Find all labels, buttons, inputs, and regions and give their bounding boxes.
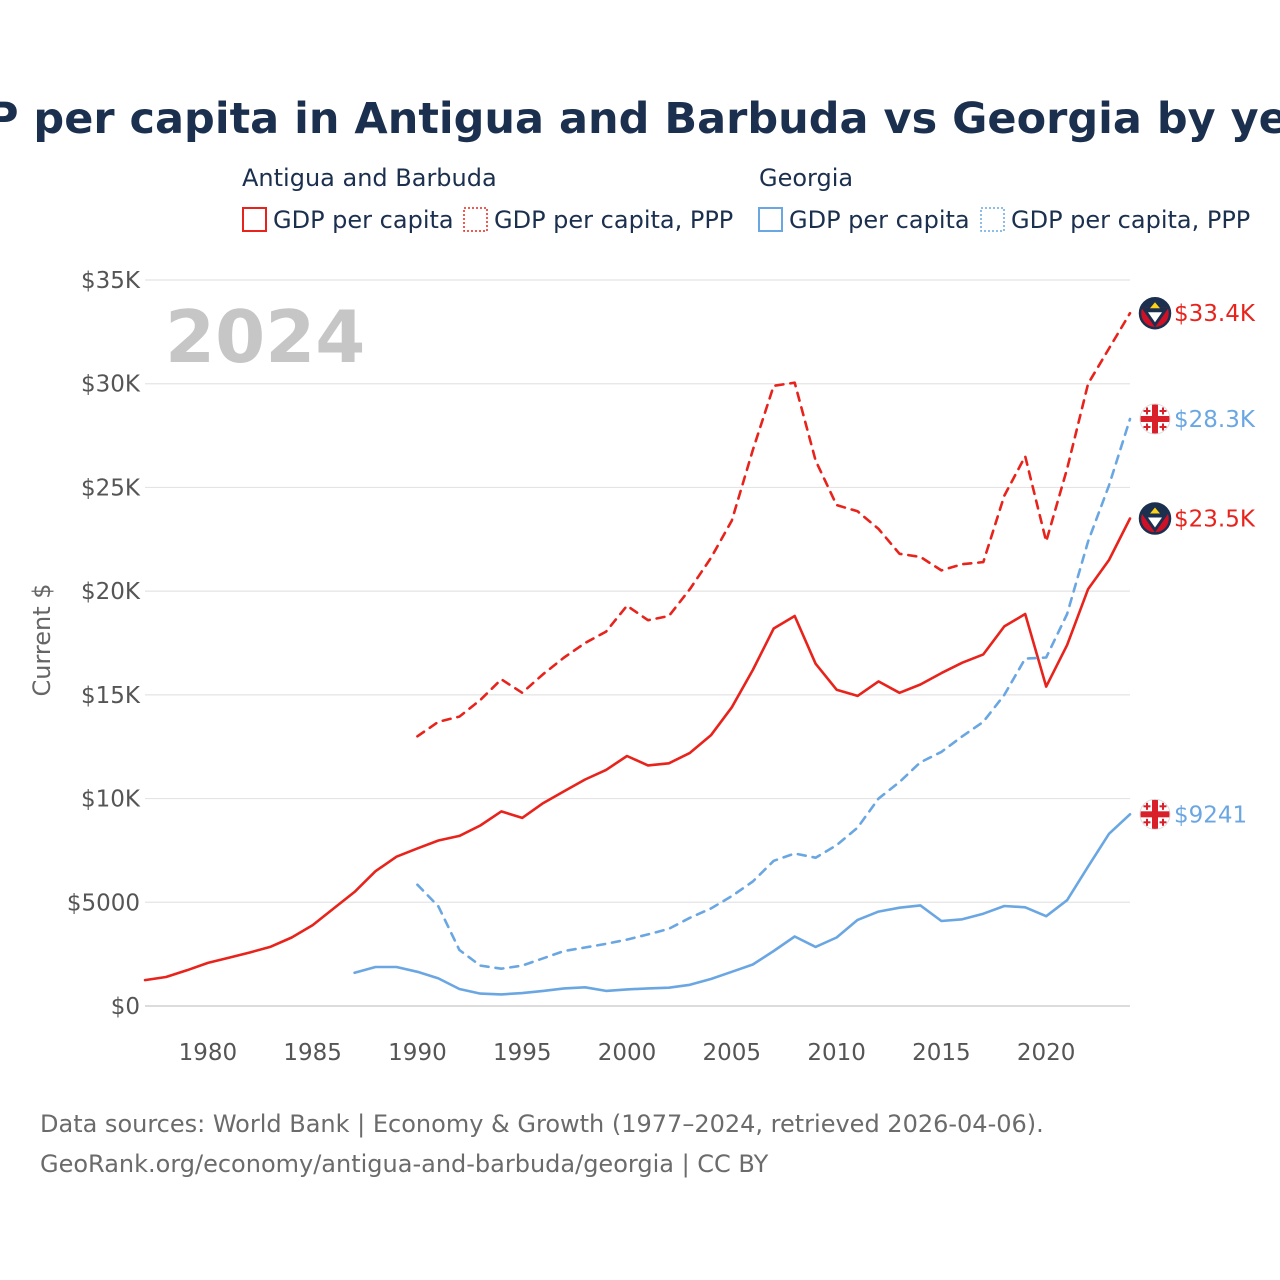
series-line-antigua-and-barbuda-gdp-per-capita bbox=[143, 517, 1132, 982]
x-tick-label: 2020 bbox=[1017, 1040, 1076, 1066]
legend-group-georgia-label: Georgia bbox=[759, 164, 853, 192]
y-tick-label: $20K bbox=[81, 579, 141, 605]
end-value-label: $33.4K bbox=[1174, 301, 1256, 327]
x-tick-label: 1980 bbox=[179, 1040, 238, 1066]
y-tick-label: $5000 bbox=[67, 890, 140, 916]
chart-title: GDP per capita in Antigua and Barbuda vs… bbox=[0, 94, 1280, 144]
gridlines bbox=[145, 279, 1130, 1007]
y-axis-label: Current $ bbox=[28, 583, 56, 696]
end-value-label: $23.5K bbox=[1174, 507, 1256, 533]
antigua-flag-icon bbox=[1138, 296, 1172, 330]
legend-item-antigua-gdp: GDP per capita bbox=[273, 206, 454, 234]
legend-swatch-georgia-gdp bbox=[758, 207, 783, 232]
y-tick-label: $30K bbox=[81, 372, 141, 398]
series-lines bbox=[143, 311, 1132, 996]
legend-swatch-georgia-ppp bbox=[980, 207, 1005, 232]
legend-item-antigua-ppp: GDP per capita, PPP bbox=[494, 206, 733, 234]
legend-swatch-antigua-ppp bbox=[463, 207, 488, 232]
legend-item-georgia-gdp: GDP per capita bbox=[789, 206, 970, 234]
source-note: Data sources: World Bank | Economy & Gro… bbox=[40, 1110, 1044, 1138]
x-tick-label: 1990 bbox=[388, 1040, 447, 1066]
series-line-georgia-gdp-per-capita-ppp bbox=[416, 417, 1132, 970]
y-tick-label: $0 bbox=[111, 994, 140, 1020]
legend-item-georgia-ppp: GDP per capita, PPP bbox=[1011, 206, 1250, 234]
x-tick-label: 2000 bbox=[598, 1040, 657, 1066]
x-tick-label: 1985 bbox=[283, 1040, 342, 1066]
end-markers: $23.5K $33.4K $9241 $28.3K bbox=[1138, 296, 1256, 830]
georgia-flag-icon bbox=[1139, 403, 1171, 435]
x-tick-label: 2005 bbox=[703, 1040, 762, 1066]
end-value-label: $28.3K bbox=[1174, 407, 1256, 433]
series-line-antigua-and-barbuda-gdp-per-capita-ppp bbox=[416, 311, 1132, 738]
legend-swatch-antigua-gdp bbox=[242, 207, 267, 232]
x-axis-ticks: 1980 1985 1990 1995 2000 2005 2010 2015 2020 bbox=[179, 1040, 1076, 1066]
georgia-flag-icon bbox=[1139, 798, 1171, 830]
x-tick-label: 2010 bbox=[807, 1040, 866, 1066]
series-line-georgia-gdp-per-capita bbox=[353, 813, 1132, 996]
x-tick-label: 1995 bbox=[493, 1040, 552, 1066]
x-tick-label: 2015 bbox=[912, 1040, 971, 1066]
legend-group-antigua-label: Antigua and Barbuda bbox=[242, 164, 497, 192]
y-axis-ticks: $0 $5000 $10K $15K $20K $25K $30K $35K bbox=[67, 268, 141, 1020]
y-tick-label: $15K bbox=[81, 683, 141, 709]
legend: Antigua and Barbuda GDP per capita GDP p… bbox=[242, 164, 1250, 234]
y-tick-label: $25K bbox=[81, 475, 141, 501]
y-tick-label: $35K bbox=[81, 268, 141, 294]
legend-group-antigua: Antigua and Barbuda GDP per capita GDP p… bbox=[242, 164, 733, 234]
source-url: GeoRank.org/economy/antigua-and-barbuda/… bbox=[40, 1150, 769, 1178]
legend-group-georgia: Georgia GDP per capita GDP per capita, P… bbox=[758, 164, 1250, 234]
year-watermark: 2024 bbox=[165, 295, 365, 379]
y-tick-label: $10K bbox=[81, 787, 141, 813]
antigua-flag-icon bbox=[1138, 502, 1172, 535]
end-value-label: $9241 bbox=[1174, 802, 1247, 828]
